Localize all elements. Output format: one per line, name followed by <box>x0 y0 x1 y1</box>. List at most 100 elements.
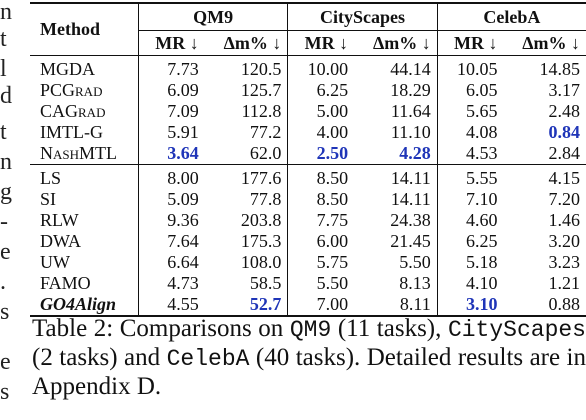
method-name-cell: FAMO <box>40 273 91 293</box>
metric-value-cell: 5.09 <box>137 189 205 210</box>
metric-value-cell: 7.20 <box>548 189 581 209</box>
metric-value-cell: 44.14 <box>390 59 431 79</box>
table-row: UW 6.64 108.0 5.75 5.50 5.18 3.23 <box>30 252 586 273</box>
metric-value-cell: 2.84 <box>548 143 581 163</box>
margin-fragment: t <box>0 119 7 145</box>
metric-value-cell: 62.0 <box>249 143 282 163</box>
metric-value-cell: 9.36 <box>137 210 205 231</box>
metric-value-cell: 6.64 <box>137 252 205 273</box>
method-name-cell: RLW <box>40 210 79 230</box>
metric-value-cell: 4.28 <box>399 143 431 163</box>
margin-fragment: t <box>0 26 7 52</box>
method-column-header: Method <box>40 19 100 39</box>
margin-fragment: s <box>0 299 10 325</box>
method-name-cell: NashMTL <box>40 143 118 163</box>
caption-qm9-detail: (11 tasks), <box>331 315 448 342</box>
metric-value-cell: 7.75 <box>287 210 355 231</box>
metric-value-cell: 120.5 <box>240 59 282 79</box>
metric-value-cell: 4.55 <box>137 294 205 316</box>
metric-value-cell: 8.13 <box>399 273 431 293</box>
metric-value-cell: 3.23 <box>548 252 581 272</box>
caption-city-detail: (2 tasks) and <box>32 344 167 371</box>
margin-fragment: - <box>0 209 8 235</box>
metric-value-cell: 1.46 <box>548 210 581 230</box>
metric-value-cell: 4.53 <box>436 143 504 165</box>
margin-fragment: n <box>0 0 12 25</box>
metric-value-cell: 3.20 <box>548 231 581 251</box>
metric-value-cell: 3.64 <box>137 143 205 165</box>
method-name-cell: MGDA <box>40 59 96 79</box>
caption-prefix: Table 2: Comparisons on <box>32 315 290 342</box>
metric-value-cell: 6.00 <box>287 231 355 252</box>
metric-value-cell: 7.09 <box>137 101 205 122</box>
metric-value-cell: 4.15 <box>548 168 581 188</box>
metric-value-cell: 14.11 <box>390 189 431 209</box>
metric-value-cell: 3.10 <box>436 294 504 316</box>
cityscapes-mr-header: MR ↓ <box>287 30 355 56</box>
table-group-header-row: Method QM9 CityScapes CelebA <box>30 3 586 39</box>
method-name-cell: CAGrad <box>40 101 106 121</box>
method-name-cell: SI <box>40 189 57 209</box>
metric-value-cell: 4.60 <box>436 210 504 231</box>
metric-value-cell: 11.10 <box>390 122 431 142</box>
method-name-cell: GO4Align <box>40 294 117 314</box>
metric-value-cell: 18.29 <box>390 80 431 100</box>
metric-value-cell: 5.65 <box>436 101 504 122</box>
metric-value-cell: 4.10 <box>436 273 504 294</box>
metric-value-cell: 5.18 <box>436 252 504 273</box>
qm9-dm-header: Δm% ↓ <box>223 32 282 53</box>
metric-value-cell: 7.64 <box>137 231 205 252</box>
metric-value-cell: 5.00 <box>287 101 355 122</box>
caption-cityscapes: CityScapes <box>447 317 586 343</box>
metric-value-cell: 5.55 <box>436 164 504 189</box>
table-metric-header-row: MR ↓ Δm% ↓ MR ↓ Δm% ↓ MR ↓ Δm% ↓ <box>30 30 586 56</box>
metric-value-cell: 8.50 <box>287 164 355 189</box>
margin-fragment: e <box>0 239 11 265</box>
metric-value-cell: 203.8 <box>240 210 282 230</box>
metric-value-cell: 14.85 <box>539 59 581 79</box>
metric-value-cell: 14.11 <box>390 168 431 188</box>
qm9-mr-header: MR ↓ <box>137 30 205 56</box>
method-name-cell: IMTL-G <box>40 122 103 142</box>
table-row: LS 8.00 177.6 8.50 14.11 5.55 4.15 <box>30 164 586 189</box>
metric-value-cell: 77.2 <box>249 122 282 142</box>
metric-value-cell: 177.6 <box>240 168 282 188</box>
metric-value-cell: 5.50 <box>287 273 355 294</box>
method-name-cell: UW <box>40 252 70 272</box>
celeba-group-header: CelebA <box>436 3 586 31</box>
margin-fragment: s <box>0 379 10 405</box>
metric-value-cell: 5.50 <box>399 252 431 272</box>
metric-value-cell: 0.84 <box>548 122 581 142</box>
table-caption: Table 2: Comparisons on QM9 (11 tasks), … <box>32 315 586 401</box>
results-table: Method QM9 CityScapes CelebA MR ↓ Δm% ↓ … <box>30 2 586 317</box>
table-row: PCGrad 6.09 125.7 6.25 18.29 6.05 3.17 <box>30 80 586 101</box>
metric-value-cell: 0.88 <box>548 294 581 314</box>
metric-value-cell: 77.8 <box>249 189 282 209</box>
method-name-cell: DWA <box>40 231 81 251</box>
metric-value-cell: 7.10 <box>436 189 504 210</box>
metric-value-cell: 8.00 <box>137 164 205 189</box>
results-table-container: Method QM9 CityScapes CelebA MR ↓ Δm% ↓ … <box>30 2 586 317</box>
metric-value-cell: 8.11 <box>399 294 431 314</box>
margin-fragment: g <box>0 179 12 205</box>
metric-value-cell: 6.25 <box>436 231 504 252</box>
table-row: SI 5.09 77.8 8.50 14.11 7.10 7.20 <box>30 189 586 210</box>
metric-value-cell: 3.17 <box>548 80 581 100</box>
margin-fragment: n <box>0 149 12 175</box>
table-body: MGDA 7.73 120.5 10.00 44.14 10.05 14.85 PCGrad 6… <box>30 55 586 316</box>
caption-celeba: CelebA <box>166 346 250 372</box>
margin-fragment: e <box>0 349 11 375</box>
metric-value-cell: 10.05 <box>436 55 504 80</box>
metric-value-cell: 58.5 <box>249 273 282 293</box>
table-row: IMTL-G 5.91 77.2 4.00 11.10 4.08 0.84 <box>30 122 586 143</box>
celeba-dm-header: Δm% ↓ <box>522 32 580 53</box>
metric-value-cell: 7.00 <box>287 294 355 316</box>
margin-fragment: . <box>0 269 6 295</box>
table-row: FAMO 4.73 58.5 5.50 8.13 4.10 1.21 <box>30 273 586 294</box>
cityscapes-dm-header: Δm% ↓ <box>372 32 431 53</box>
table-row: DWA 7.64 175.3 6.00 21.45 6.25 3.20 <box>30 231 586 252</box>
table-row: CAGrad 7.09 112.8 5.00 11.64 5.65 2.48 <box>30 101 586 122</box>
table-row: MGDA 7.73 120.5 10.00 44.14 10.05 14.85 <box>30 55 586 80</box>
celeba-mr-header: MR ↓ <box>436 30 504 56</box>
